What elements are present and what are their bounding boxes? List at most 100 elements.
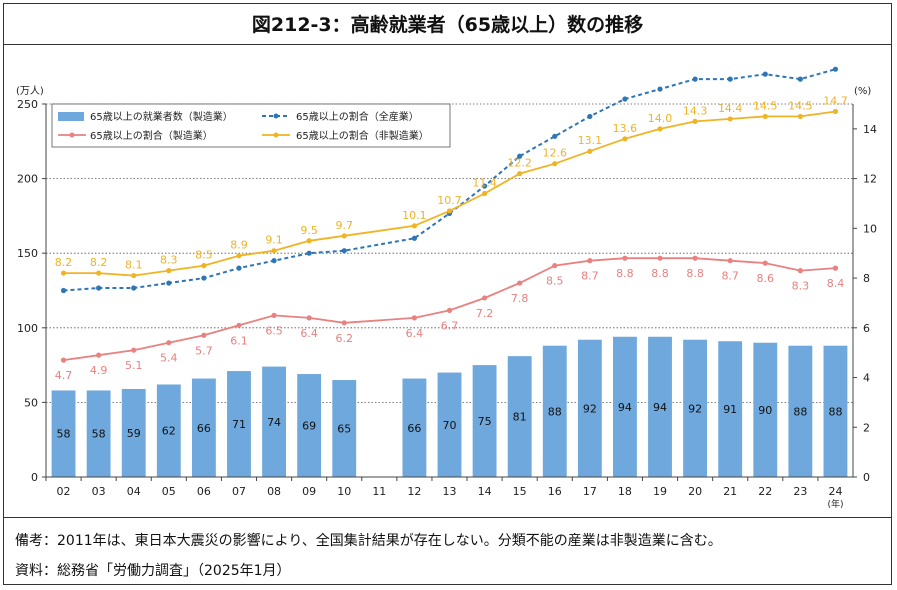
- point-series-1-06: [201, 275, 207, 281]
- left-tick-label-250: 250: [17, 98, 38, 111]
- legend-label-non-manufacturing: 65歳以上の割合（非製造業）: [296, 129, 429, 142]
- point-series-3-23: [797, 113, 803, 120]
- data-labels: 58 58 59 62 66 71 74 69 65 66 70 75 81 88 92 94 94 92 91 90…: [55, 94, 848, 440]
- label-series-3-18: 13.6: [613, 122, 638, 135]
- point-series-3-08: [271, 248, 277, 254]
- point-series-3-10: [341, 233, 347, 239]
- point-series-3-19: [657, 126, 663, 132]
- x-tick-label-24: 24: [828, 485, 842, 498]
- label-series-3-20: 14.3: [683, 104, 708, 117]
- x-tick-label-15: 15: [513, 485, 527, 498]
- point-series-3-22: [762, 113, 768, 120]
- label-series-2-22: 8.6: [757, 272, 775, 285]
- label-series-2-19: 8.8: [651, 267, 669, 280]
- bar-label-10: 65: [337, 423, 351, 436]
- bar-label-12: 66: [407, 422, 421, 435]
- point-series-3-05: [166, 268, 172, 274]
- notes-section: 備考：2011年は、東日本大震災の影響により、全国集計結果が存在しない。分類不能…: [3, 517, 892, 585]
- bar-14: [472, 365, 497, 477]
- bar-label-07: 71: [232, 418, 246, 431]
- x-axis-unit: (年): [827, 498, 843, 510]
- label-series-3-16: 12.6: [543, 147, 568, 160]
- point-series-3-21: [727, 116, 733, 122]
- label-series-3-04: 8.1: [125, 259, 143, 272]
- point-series-2-14: [481, 295, 488, 301]
- bar-18: [613, 336, 637, 477]
- bar-label-24: 88: [828, 405, 842, 418]
- point-series-3-12: [411, 223, 418, 229]
- left-tick-label-100: 100: [17, 322, 38, 335]
- point-series-1-20: [692, 76, 698, 82]
- label-series-3-17: 13.1: [578, 134, 603, 147]
- x-tick-label-16: 16: [548, 485, 562, 498]
- bar-21: [718, 341, 743, 477]
- point-series-2-19: [657, 255, 663, 261]
- source-note: 資料：総務省「労働力調査」（2025年1月）: [15, 563, 291, 579]
- x-tick-label-07: 07: [232, 485, 246, 498]
- x-tick-label-10: 10: [337, 485, 351, 498]
- bar-label-18: 94: [618, 401, 632, 414]
- legend-marker-all-industry: [273, 113, 279, 119]
- bar-20: [683, 339, 708, 477]
- bar-label-05: 62: [162, 425, 176, 438]
- bar-label-14: 75: [478, 415, 492, 428]
- point-series-2-15: [517, 280, 523, 286]
- point-series-3-13: [446, 208, 453, 214]
- label-series-2-06: 5.7: [195, 344, 213, 357]
- point-series-1-24: [832, 66, 839, 72]
- point-series-1-07: [236, 265, 242, 271]
- point-series-1-08: [271, 258, 277, 264]
- lines: [60, 66, 839, 363]
- bar-10: [332, 380, 357, 477]
- label-series-2-02: 4.7: [55, 369, 73, 382]
- right-tick-label-6: 6: [863, 322, 870, 335]
- x-tick-label-06: 06: [197, 485, 211, 498]
- bar-23: [788, 345, 813, 477]
- x-tick-label-21: 21: [723, 485, 737, 498]
- point-series-2-09: [306, 315, 312, 321]
- x-tick-label-18: 18: [618, 485, 632, 498]
- point-series-2-10: [341, 320, 347, 326]
- bar-12: [402, 378, 427, 477]
- x-tick-label-04: 04: [127, 485, 141, 498]
- point-series-1-09: [306, 250, 312, 256]
- label-series-2-21: 8.7: [721, 270, 739, 283]
- left-tick-label-0: 0: [31, 471, 38, 484]
- bar-19: [648, 336, 672, 477]
- point-series-2-03: [96, 352, 102, 358]
- point-series-2-05: [166, 340, 172, 346]
- bar-label-04: 59: [127, 427, 141, 440]
- x-tick-label-14: 14: [478, 485, 492, 498]
- x-tick-label-23: 23: [793, 485, 807, 498]
- bar-label-03: 58: [92, 428, 106, 441]
- point-series-3-09: [306, 238, 312, 244]
- point-series-2-18: [622, 255, 628, 261]
- point-series-2-20: [692, 255, 698, 261]
- point-series-2-17: [587, 258, 593, 264]
- right-tick-label-0: 0: [863, 471, 870, 484]
- legend-swatch-bar: [58, 112, 84, 121]
- point-series-3-16: [552, 161, 558, 167]
- legend-label-manufacturing: 65歳以上の割合（製造業）: [90, 129, 213, 142]
- right-tick-label-10: 10: [863, 222, 877, 235]
- label-series-2-20: 8.8: [686, 267, 704, 280]
- point-series-2-23: [797, 268, 803, 274]
- x-tick-label-19: 19: [653, 485, 667, 498]
- legend-marker-non-manufacturing: [273, 132, 279, 138]
- line-series-1: [63, 68, 836, 292]
- bar-07: [227, 371, 251, 477]
- x-tick-label-17: 17: [583, 485, 597, 498]
- point-series-1-02: [60, 287, 67, 294]
- x-tick-label-08: 08: [267, 485, 281, 498]
- point-series-1-05: [166, 280, 172, 286]
- label-series-2-10: 6.2: [335, 332, 353, 345]
- label-series-3-21: 14.4: [718, 102, 743, 115]
- point-series-1-19: [657, 86, 663, 92]
- point-series-3-07: [236, 253, 242, 259]
- legend: 65歳以上の就業者数（製造業） 65歳以上の割合（全産業） 65歳以上の割合（製…: [51, 103, 451, 148]
- label-series-2-23: 8.3: [792, 280, 810, 293]
- label-series-3-14: 11.4: [472, 177, 497, 190]
- label-series-2-08: 6.5: [265, 324, 283, 337]
- label-series-2-13: 6.7: [441, 319, 459, 332]
